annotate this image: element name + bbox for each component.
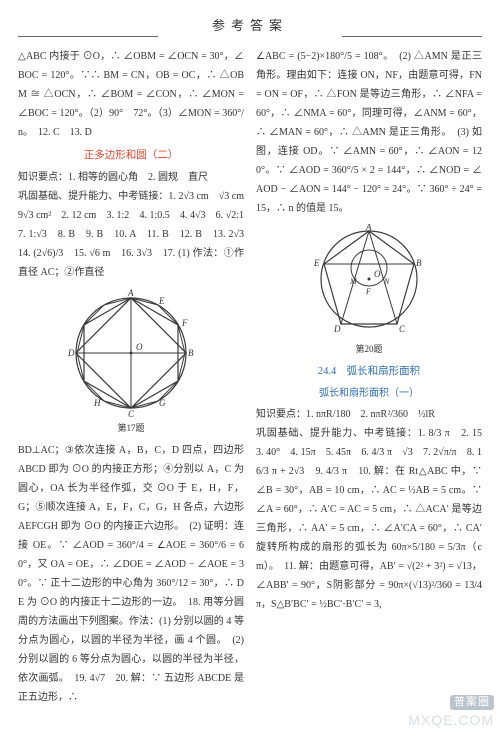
svg-text:A: A xyxy=(365,224,372,232)
heading-blue-24-4: 24.4 弧长和扇形面积 xyxy=(256,362,482,382)
svg-text:F: F xyxy=(181,318,188,328)
content-columns: △ABC 内接于 ⊙O，∴ ∠OBM = ∠OCN = 30°，∠BOC = 1… xyxy=(18,47,482,714)
svg-text:D: D xyxy=(333,324,341,334)
title-rule-left xyxy=(18,36,158,37)
svg-text:N: N xyxy=(383,277,390,286)
right-block-3: 巩固基础、提升能力、中考链接：1. 8/3 π 2. 15 3. 40° 4. … xyxy=(256,424,482,614)
svg-text:F: F xyxy=(365,287,371,296)
left-block-1: △ABC 内接于 ⊙O，∴ ∠OBM = ∠OCN = 30°，∠BOC = 1… xyxy=(18,47,244,142)
figure-17: O A B C D E F G H xyxy=(66,288,196,418)
page-title: 参考答案 xyxy=(18,14,482,39)
left-column: △ABC 内接于 ⊙O，∴ ∠OBM = ∠OCN = 30°，∠BOC = 1… xyxy=(18,47,244,714)
svg-text:M: M xyxy=(349,277,358,286)
svg-text:E: E xyxy=(158,296,165,306)
svg-text:B: B xyxy=(188,348,194,358)
svg-text:O: O xyxy=(374,269,381,279)
figure-20-caption: 第20题 xyxy=(256,341,482,358)
svg-text:C: C xyxy=(399,324,406,334)
svg-text:E: E xyxy=(313,258,320,268)
right-block-1: ∠ABC = (5−2)×180°/5 = 108°。 (2) △AMN 是正三… xyxy=(256,47,482,218)
heading-red-polygons: 正多边形和圆（二） xyxy=(18,146,244,166)
svg-text:B: B xyxy=(416,258,422,268)
svg-text:A: A xyxy=(127,288,134,298)
left-block-3: 巩固基础、提升能力、中考链接：1. 2√3 cm √3 cm 9√3 cm² 2… xyxy=(18,187,244,282)
svg-text:O: O xyxy=(136,342,143,352)
svg-text:C: C xyxy=(128,409,135,418)
svg-text:G: G xyxy=(159,398,166,408)
figure-17-caption: 第17题 xyxy=(18,420,244,437)
svg-text:H: H xyxy=(93,398,101,408)
left-block-4: BD⊥AC；③依次连接 A，B，C，D 四点，四边形 ABCD 即为 ⊙O 的内… xyxy=(18,441,244,707)
heading-blue-sub: 弧长和扇形面积（一） xyxy=(256,384,482,403)
right-column: ∠ABC = (5−2)×180°/5 = 108°。 (2) △AMN 是正三… xyxy=(256,47,482,714)
right-block-2: 知识要点：1. nπR/180 2. nπR²/360 ½lR xyxy=(256,405,482,424)
watermark-en: MXQE.COM xyxy=(408,712,494,728)
title-rule-right xyxy=(342,36,482,37)
left-block-2: 知识要点：1. 相等的圆心角 2. 圆规 直尺 xyxy=(18,168,244,187)
figure-20: O A B C D E M N F xyxy=(304,224,434,339)
svg-text:D: D xyxy=(67,348,75,358)
